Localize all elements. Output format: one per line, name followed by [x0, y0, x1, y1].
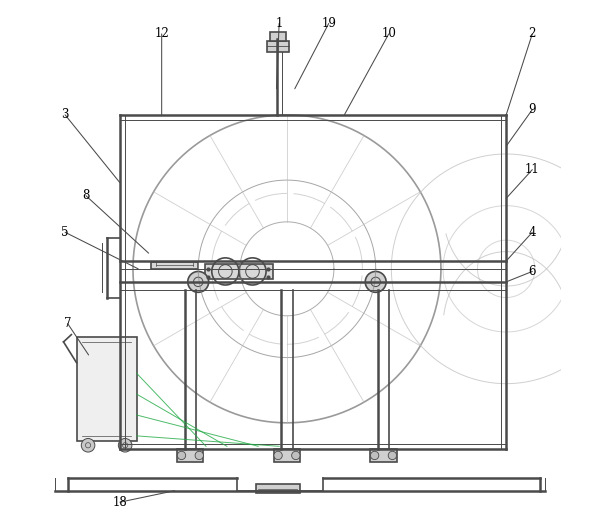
- Text: 7: 7: [64, 317, 71, 330]
- Bar: [77, 337, 137, 441]
- Text: 2: 2: [529, 28, 536, 40]
- Bar: [370, 449, 397, 462]
- Text: 3: 3: [61, 109, 69, 121]
- Text: 5: 5: [61, 226, 69, 239]
- Circle shape: [292, 451, 300, 459]
- Bar: [205, 264, 273, 279]
- Circle shape: [178, 451, 185, 459]
- Text: 6: 6: [529, 265, 536, 278]
- Bar: [270, 32, 286, 41]
- Text: 9: 9: [529, 103, 536, 116]
- Bar: [256, 484, 300, 493]
- Text: 1: 1: [275, 17, 283, 30]
- Circle shape: [365, 271, 386, 292]
- Circle shape: [274, 451, 282, 459]
- Text: 10: 10: [382, 28, 396, 40]
- Circle shape: [388, 451, 397, 459]
- Bar: [274, 449, 300, 462]
- Circle shape: [81, 438, 95, 452]
- Bar: [178, 449, 203, 462]
- Circle shape: [195, 451, 203, 459]
- Circle shape: [118, 438, 132, 452]
- Text: 4: 4: [529, 226, 536, 239]
- Circle shape: [188, 271, 209, 292]
- Text: 18: 18: [113, 496, 127, 508]
- Text: 11: 11: [525, 163, 539, 176]
- Bar: [267, 41, 289, 52]
- Circle shape: [370, 451, 379, 459]
- Text: 12: 12: [154, 28, 169, 40]
- Text: 19: 19: [321, 17, 336, 30]
- Bar: [151, 262, 198, 269]
- Text: 8: 8: [82, 189, 89, 202]
